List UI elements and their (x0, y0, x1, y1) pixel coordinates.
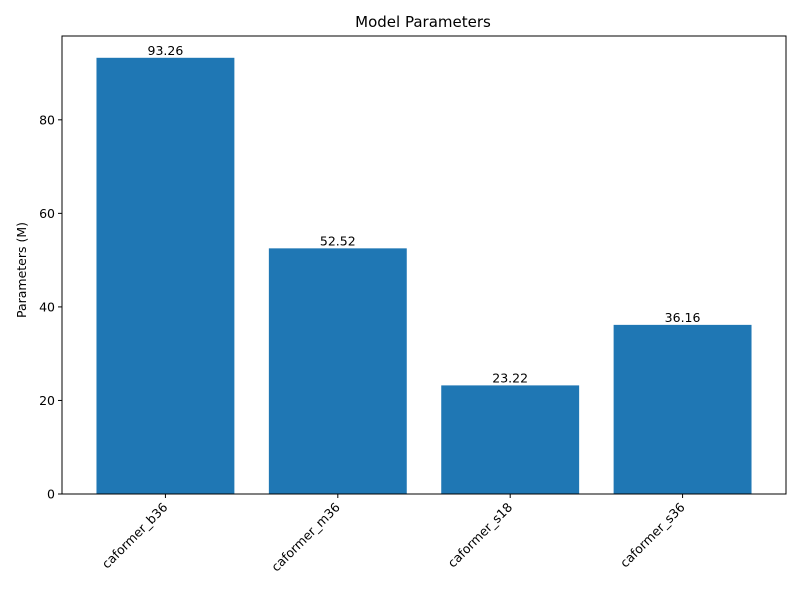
y-tick-label: 80 (39, 112, 55, 127)
data-label-caformer_s36: 36.16 (665, 310, 701, 325)
y-tick-label: 60 (39, 206, 55, 221)
x-tick-label-caformer_s18: caformer_s18 (444, 499, 515, 570)
y-axis-label: Parameters (M) (14, 222, 29, 318)
x-tick-label-caformer_m36: caformer_m36 (268, 499, 343, 574)
y-tick-label: 40 (39, 299, 55, 314)
bar-caformer_m36 (268, 248, 407, 494)
data-labels-group: 93.26 52.52 23.22 36.16 (148, 43, 701, 386)
y-tick-label: 0 (47, 487, 55, 502)
y-axis-ticks: 0 20 40 60 80 (39, 112, 62, 502)
bar-caformer_s36 (613, 324, 752, 494)
x-tick-label-caformer_s36: caformer_s36 (617, 499, 688, 570)
bars-group (96, 57, 752, 494)
data-label-caformer_s18: 23.22 (492, 370, 528, 385)
chart-title: Model Parameters (355, 13, 491, 31)
x-tick-label-caformer_b36: caformer_b36 (99, 499, 171, 571)
x-axis-ticks: caformer_b36 caformer_m36 caformer_s18 cafo… (99, 494, 688, 574)
plot-frame (61, 35, 787, 495)
data-label-caformer_m36: 52.52 (320, 233, 356, 248)
bar-caformer_s18 (441, 385, 580, 494)
data-label-caformer_b36: 93.26 (148, 43, 184, 58)
y-tick-label: 20 (39, 393, 55, 408)
bar-caformer_b36 (96, 57, 235, 494)
